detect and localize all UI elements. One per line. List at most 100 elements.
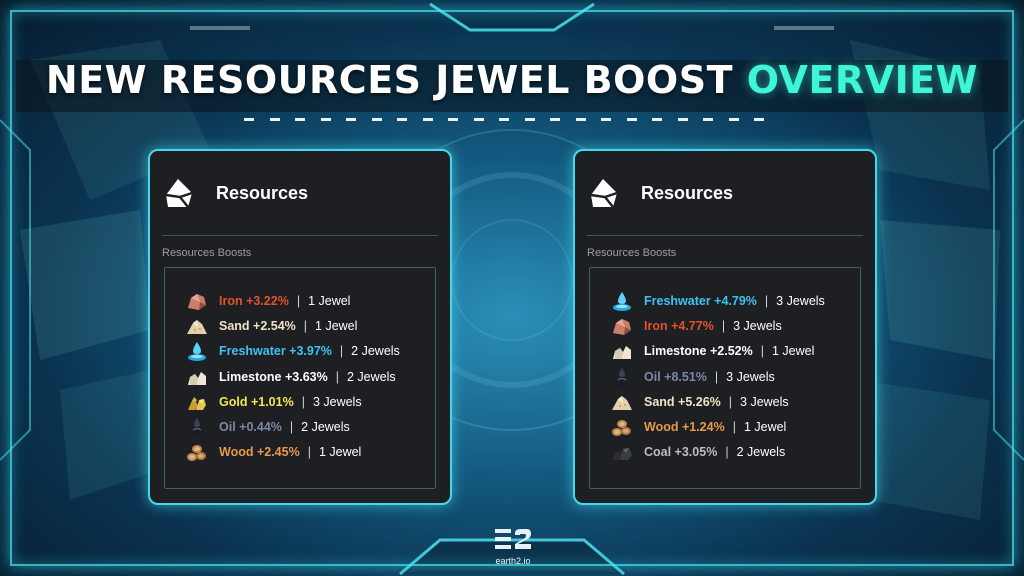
jewel-count: 1 Jewel [771,344,815,359]
dash-segment [703,118,713,121]
boost-row: Freshwater +4.79% | 3 Jewels [610,288,825,313]
jewel-count: 3 Jewels [776,293,825,308]
panel-divider [587,235,863,236]
row-separator: | [301,394,305,409]
jewel-count: 2 Jewels [301,420,350,435]
resources-icon [590,179,618,208]
dash-segment [473,118,484,121]
row-separator: | [339,344,344,359]
panel-header: Resources [589,177,733,209]
jewel-count: 2 Jewels [736,445,786,460]
boost-row: Oil +8.51% | 3 Jewels [610,364,825,389]
row-separator: | [289,420,294,435]
panel-subtitle: Resources Boosts [587,247,677,259]
resource-boost: Sand +2.54% [219,318,296,333]
resource-boost: Sand +5.26% [644,394,721,409]
wood-icon [187,445,206,462]
jewel-count: 3 Jewels [726,369,775,384]
dash-segment [652,118,662,121]
jewel-count: 1 Jewel [315,318,358,333]
dash-segment [295,118,305,121]
boosts-list: Iron +3.22% | 1 Jewel Sand +2.54% | 1 Jewel Fr… [185,288,400,465]
iron-icon [613,318,631,335]
panel-divider [162,235,438,236]
panel-header: Resources [164,177,308,209]
wood-icon [612,420,631,437]
dash-segment [269,118,280,121]
resources-icon [165,179,193,208]
resource-boost: Oil +0.44% [219,420,282,435]
row-separator: | [721,318,726,333]
resource-boost: Limestone +3.63% [219,369,328,384]
resource-boost: Wood +1.24% [644,420,725,435]
panel-title: Resources [216,182,309,203]
logo-text: earth2.io [495,556,531,566]
row-separator: | [764,293,769,308]
boost-row: Sand +5.26% | 3 Jewels [610,389,825,414]
resource-boost: Gold +1.01% [219,394,294,409]
resource-boost: Coal +3.05% [644,445,718,460]
dash-segment [499,118,509,121]
row-separator: | [307,445,311,460]
jewel-count: 1 Jewel [743,420,787,435]
freshwater-icon [613,291,631,311]
row-separator: | [728,394,733,409]
boost-row: Iron +3.22% | 1 Jewel [185,288,400,313]
row-separator: | [725,445,729,460]
panel-subtitle: Resources Boosts [162,247,252,259]
iron-icon [188,293,206,310]
jewel-count: 2 Jewels [351,344,400,359]
jewel-count: 3 Jewels [740,394,789,409]
boosts-list-box: Freshwater +4.79% | 3 Jewels Iron +4.77% | 3 … [589,267,861,489]
limestone-icon [188,371,206,385]
title-main: NEW RESOURCES JEWEL BOOST [45,58,734,102]
panel-title: Resources [641,182,734,203]
jewel-count: 1 Jewel [308,293,351,308]
jewel-count: 3 Jewels [733,318,782,333]
boost-row: Oil +0.44% | 2 Jewels [185,414,400,439]
dash-segment [677,118,688,121]
title-band [16,60,1008,112]
boost-row: Sand +2.54% | 1 Jewel [185,313,400,338]
title-underline-dashes [244,118,764,122]
row-separator: | [760,344,764,359]
dash-segment [422,118,433,121]
row-separator: | [714,369,719,384]
dash-segment [524,118,535,121]
earth2-logo: earth2.io [493,527,533,566]
dash-segment [626,118,637,121]
boost-row: Limestone +2.52% | 1 Jewel [610,339,825,364]
dash-segment [448,118,458,121]
gold-icon [188,396,206,410]
dash-segment [728,118,739,121]
resource-boost: Iron +3.22% [219,293,289,308]
boost-row: Limestone +3.63% | 2 Jewels [185,364,400,389]
neon-frame [10,10,1014,566]
dash-segment [754,118,764,121]
dash-segment [244,118,254,121]
oil-icon [614,367,630,387]
row-separator: | [335,369,339,384]
dash-segment [397,118,407,121]
boost-row: Iron +4.77% | 3 Jewels [610,313,825,338]
dash-segment [371,118,382,121]
row-separator: | [296,293,301,308]
resources-panel-right: Resources Resources Boosts Freshwater +4… [573,149,877,505]
dash-segment [601,118,611,121]
row-separator: | [732,420,736,435]
sand-icon [612,395,632,410]
sand-icon [187,319,207,334]
row-separator: | [303,318,308,333]
boost-row: Gold +1.01% | 3 Jewels [185,389,400,414]
oil-icon [189,418,205,438]
title-highlight: OVERVIEW [746,58,979,102]
resources-panel-left: Resources Resources Boosts Iron +3.22% | 1… [148,149,452,505]
earth2-logo-icon [495,529,531,549]
boost-row: Coal +3.05% | 2 Jewels [610,440,825,465]
resource-boost: Oil +8.51% [644,369,707,384]
boosts-list: Freshwater +4.79% | 3 Jewels Iron +4.77% | 3 … [610,288,825,465]
resource-boost: Iron +4.77% [644,318,714,333]
boosts-list-box: Iron +3.22% | 1 Jewel Sand +2.54% | 1 Jewel Fr… [164,267,436,489]
boost-row: Wood +1.24% | 1 Jewel [610,414,825,439]
page-title: NEW RESOURCES JEWEL BOOST OVERVIEW [0,58,1024,102]
